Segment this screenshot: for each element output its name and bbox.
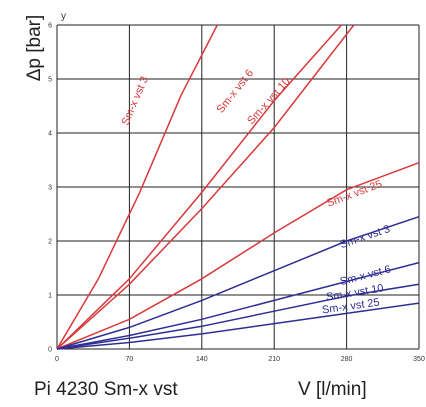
y-tick-label: 6 [48, 23, 52, 30]
x-tick-label: 70 [126, 356, 134, 363]
y-tick-label: 4 [48, 131, 52, 138]
x-tick-label: 280 [341, 356, 353, 363]
x-axis-title: V [l/min] [298, 379, 367, 400]
y-tick-label: 5 [48, 77, 52, 84]
y-tick-label: 0 [48, 347, 52, 354]
y-corner-label: y [61, 11, 66, 22]
y-tick-labels: 0 1 2 3 4 5 6 [48, 23, 52, 354]
series-line [56, 161, 420, 350]
y-tick-label: 1 [48, 293, 52, 300]
x-tick-label: 140 [196, 356, 208, 363]
series-line [56, 24, 218, 350]
series-line [56, 24, 355, 350]
series-line [56, 261, 420, 350]
x-tick-label: 210 [268, 356, 280, 363]
series-line [56, 302, 420, 350]
y-tick-label: 3 [48, 185, 52, 192]
y-axis-title: Δp [bar] [24, 15, 45, 82]
x-tick-label: 350 [413, 356, 425, 363]
x-tick-label: 0 [55, 356, 59, 363]
series-line [56, 283, 420, 350]
series-line [56, 24, 342, 350]
chart-caption: Pi 4230 Sm-x vst [34, 379, 178, 400]
y-tick-label: 2 [48, 239, 52, 246]
series-group [56, 24, 420, 350]
series-line [56, 215, 420, 350]
x-tick-labels: 0 70 140 210 280 350 [55, 356, 425, 363]
